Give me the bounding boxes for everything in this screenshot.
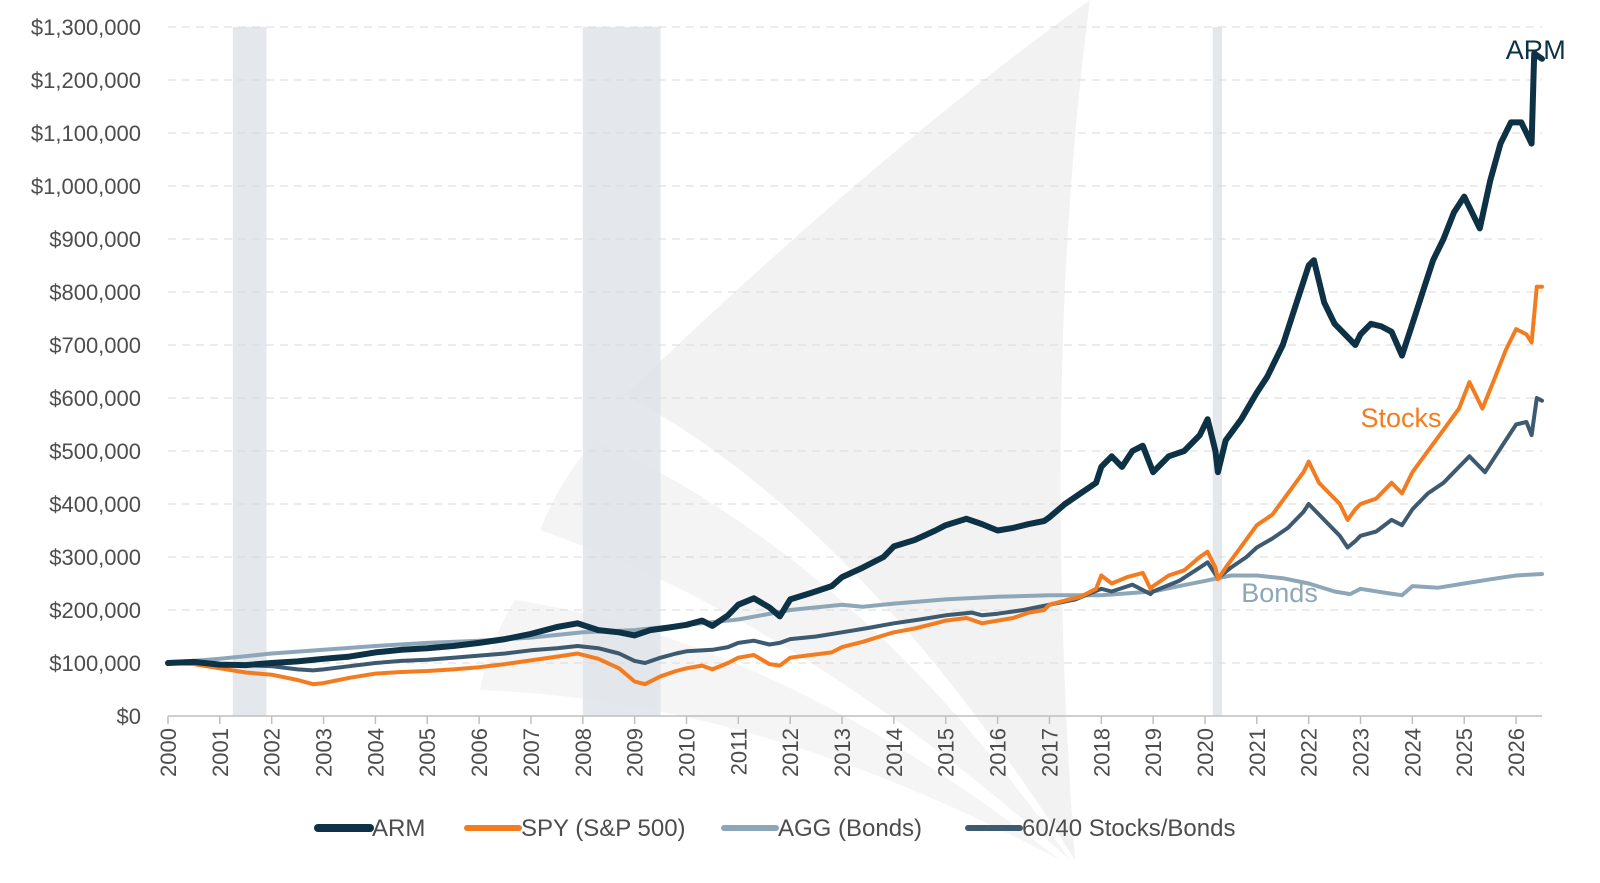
series-line-spy-s-p-500: [166, 284, 1544, 687]
x-tick-label: 2022: [1297, 728, 1322, 777]
legend-label: 60/40 Stocks/Bonds: [1022, 815, 1235, 842]
y-tick-label: $200,000: [49, 598, 141, 623]
watermark-sail-mid: [540, 440, 1070, 860]
x-tick-label: 2008: [571, 728, 596, 777]
y-tick-label: $400,000: [49, 492, 141, 517]
x-tick-label: 2004: [363, 728, 388, 777]
x-axis: 2000 2001 2002 2003 2004 2005 2006 2007 2008 2009…: [156, 715, 1542, 777]
recession-band: [582, 27, 661, 716]
y-tick-label: $1,000,000: [31, 174, 141, 199]
y-tick-label: $1,300,000: [31, 15, 141, 40]
series-line-60-40-stocks-bonds: [166, 396, 1544, 673]
y-tick-label: $500,000: [49, 439, 141, 464]
y-tick-label: $600,000: [49, 386, 141, 411]
series-lines: [165, 50, 1545, 687]
x-tick-label: 2023: [1349, 728, 1374, 777]
x-tick-label: 2021: [1245, 728, 1270, 777]
legend: ARM SPY (S&P 500) AGG (Bonds) 60/40 Stocks/…: [314, 815, 1235, 842]
y-tick-label: $900,000: [49, 227, 141, 252]
legend-label: SPY (S&P 500): [521, 815, 686, 842]
y-tick-label: $700,000: [49, 333, 141, 358]
x-tick-label: 2006: [467, 728, 492, 777]
legend-label: AGG (Bonds): [778, 815, 922, 842]
x-tick-label: 2007: [519, 728, 544, 777]
y-tick-label: $300,000: [49, 545, 141, 570]
y-tick-label: $100,000: [49, 651, 141, 676]
y-axis: $0 $100,000 $200,000 $300,000 $400,000 $500,0…: [31, 15, 141, 729]
x-tick-label: 2015: [934, 728, 959, 777]
legend-label: ARM: [372, 815, 425, 842]
recession-shading: [232, 27, 1223, 716]
x-tick-label: 2010: [674, 728, 699, 777]
series-annotations: ARM Stocks Bonds: [1241, 35, 1565, 608]
y-tick-label: $1,100,000: [31, 121, 141, 146]
annotation-arm: ARM: [1506, 35, 1566, 65]
x-tick-label: 2019: [1141, 728, 1166, 777]
x-tick-label: 2020: [1193, 728, 1218, 777]
y-tick-label: $800,000: [49, 280, 141, 305]
x-tick-label: 2001: [208, 728, 233, 777]
x-tick-label: 2018: [1089, 728, 1114, 777]
recession-band: [232, 27, 267, 716]
x-tick-label: 2011: [726, 728, 751, 775]
x-tick-label: 2000: [156, 728, 181, 777]
x-tick-label: 2009: [623, 728, 648, 777]
annotation-stocks: Stocks: [1361, 403, 1442, 433]
series-line-arm: [165, 50, 1545, 669]
y-tick-label: $0: [117, 704, 141, 729]
x-tick-label: 2016: [986, 728, 1011, 777]
x-tick-label: 2026: [1504, 728, 1529, 777]
x-tick-label: 2024: [1400, 728, 1425, 777]
watermark-sail-large: [625, 0, 1090, 860]
x-tick-label: 2014: [882, 728, 907, 777]
x-tick-label: 2012: [778, 728, 803, 777]
x-tick-label: 2003: [312, 728, 337, 777]
x-tick-label: 2017: [1037, 728, 1062, 777]
x-tick-label: 2013: [830, 728, 855, 777]
x-tick-label: 2025: [1452, 728, 1477, 777]
y-tick-label: $1,200,000: [31, 68, 141, 93]
grid-lines: [168, 26, 1542, 664]
recession-band: [1212, 27, 1223, 716]
x-tick-label: 2005: [415, 728, 440, 777]
x-tick-label: 2002: [260, 728, 285, 777]
annotation-bonds: Bonds: [1241, 578, 1318, 608]
